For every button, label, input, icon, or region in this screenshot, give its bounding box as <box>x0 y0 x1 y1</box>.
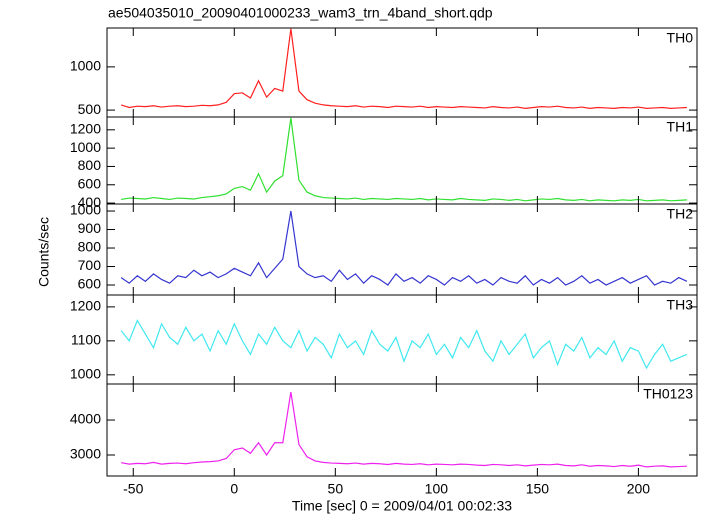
y-tick-label: 900 <box>78 220 102 236</box>
light-curve <box>120 28 687 109</box>
y-tick-label: 3000 <box>70 446 101 462</box>
y-tick-label: 1000 <box>70 139 101 155</box>
panel-label: TH0 <box>667 30 694 46</box>
x-tick-label: 200 <box>627 481 651 497</box>
y-tick-label: 600 <box>78 276 102 292</box>
y-tick-label: 800 <box>78 157 102 173</box>
panel-label: TH0123 <box>643 386 693 402</box>
panel-label: TH1 <box>667 119 694 135</box>
y-tick-label: 400 <box>78 194 102 210</box>
x-tick-label: 150 <box>526 481 550 497</box>
y-tick-label: 1000 <box>70 366 101 382</box>
light-curve <box>121 391 687 468</box>
x-tick-label: -50 <box>123 481 143 497</box>
y-tick-label: 1200 <box>70 298 101 314</box>
light-curve <box>120 319 688 370</box>
y-tick-label: 4000 <box>70 411 101 427</box>
light-curve <box>120 210 688 286</box>
panel-label: TH3 <box>667 297 694 313</box>
x-axis-label: Time [sec] 0 = 2009/04/01 00:02:33 <box>292 498 512 514</box>
x-tick-label: 0 <box>230 481 238 497</box>
x-tick-label: 100 <box>425 481 449 497</box>
panel-frame <box>106 203 698 296</box>
panel-frame <box>106 27 698 118</box>
panel-frame <box>106 383 698 477</box>
y-tick-label: 700 <box>78 257 102 273</box>
y-axis-label: Counts/sec <box>36 217 52 287</box>
y-tick-label: 500 <box>78 101 102 117</box>
y-tick-label: 1100 <box>71 332 101 348</box>
light-curve <box>121 117 687 202</box>
panel-frame <box>106 116 698 205</box>
y-tick-label: 1200 <box>70 121 101 137</box>
panel-label: TH2 <box>667 206 694 222</box>
y-tick-label: 800 <box>78 239 102 255</box>
chart-title: ae504035010_20090401000233_wam3_trn_4ban… <box>108 5 493 21</box>
x-tick-label: 50 <box>328 481 344 497</box>
y-tick-label: 600 <box>78 175 102 191</box>
y-tick-label: 1000 <box>70 58 101 74</box>
y-tick-label: 1000 <box>70 202 101 218</box>
